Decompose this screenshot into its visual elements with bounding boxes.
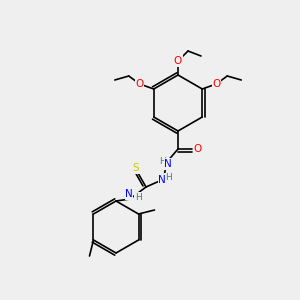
- Text: N: N: [158, 175, 166, 185]
- Text: H: H: [159, 157, 165, 166]
- Text: S: S: [133, 163, 139, 173]
- Text: H: H: [165, 173, 171, 182]
- Text: H: H: [135, 193, 141, 202]
- Text: N: N: [164, 159, 172, 169]
- Text: O: O: [174, 56, 182, 66]
- Text: N: N: [125, 189, 133, 199]
- Text: O: O: [212, 79, 220, 89]
- Text: O: O: [136, 79, 144, 89]
- Text: O: O: [194, 144, 202, 154]
